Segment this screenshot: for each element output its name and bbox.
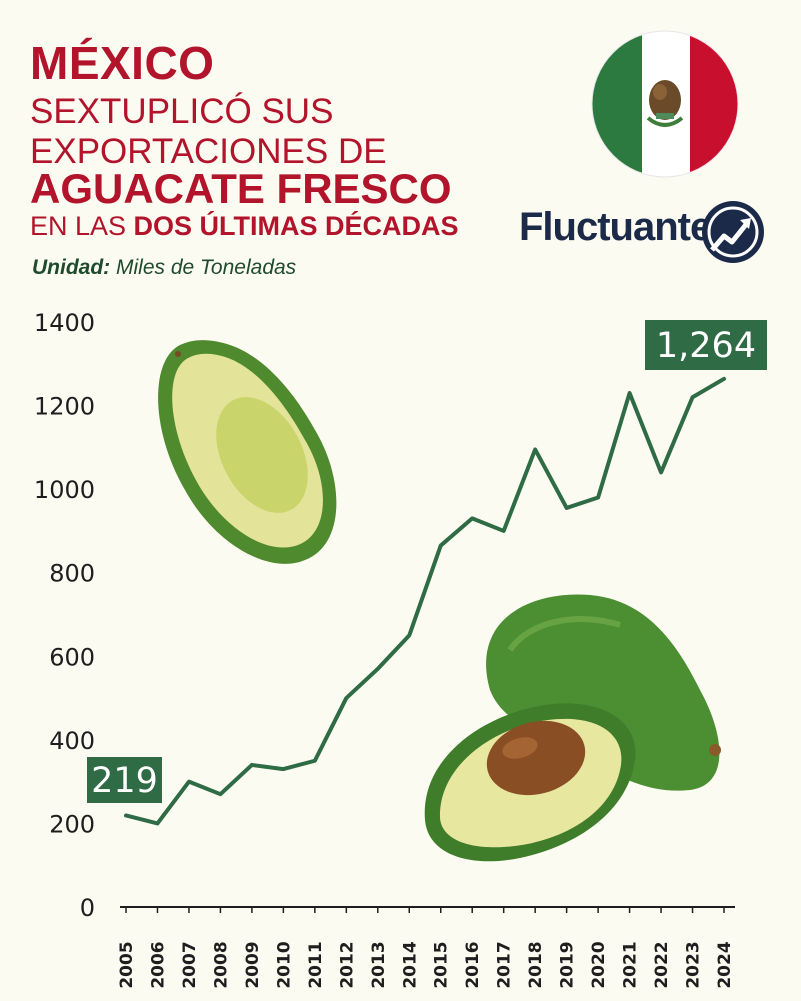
x-tick-label: 2012	[337, 941, 357, 988]
y-tick-label: 1000	[34, 476, 95, 504]
brand-name: Fluctuante	[519, 205, 712, 249]
x-tick-label: 2011	[306, 941, 326, 988]
x-tick-label: 2023	[684, 941, 704, 988]
title-line-5-bold: DOS ÚLTIMAS DÉCADAS	[133, 211, 459, 241]
avocado-whole-illustration	[486, 594, 721, 791]
x-tick-label: 2009	[243, 941, 263, 988]
title-line-3: EXPORTACIONES DE	[30, 132, 387, 171]
x-tick-label: 2005	[117, 941, 137, 988]
data-callout-label: 1,264	[656, 326, 756, 366]
x-tick-label: 2008	[211, 941, 231, 988]
x-tick-label: 2006	[148, 941, 168, 988]
mexico-flag-icon	[591, 30, 739, 178]
title-line-2: SEXTUPLICÓ SUS	[30, 92, 334, 131]
title-line-5-prefix: EN LAS	[30, 211, 134, 241]
callout-box	[87, 757, 162, 803]
x-tick-label: 2013	[369, 941, 389, 988]
data-callout-label: 219	[91, 761, 158, 801]
x-tick-label: 2010	[274, 941, 294, 988]
unit-label-value: Miles de Toneladas	[116, 256, 297, 279]
x-tick-label: 2020	[589, 941, 609, 988]
avocado-half-illustration-bottom	[424, 703, 636, 862]
x-tick-label: 2017	[495, 941, 515, 988]
callout-box	[645, 320, 767, 370]
title-line-4: AGUACATE FRESCO	[30, 165, 452, 212]
x-tick-label: 2021	[621, 941, 641, 988]
y-tick-label: 0	[80, 894, 95, 922]
avocado-half-illustration-top	[158, 340, 337, 564]
unit-label-key: Unidad:	[32, 256, 111, 279]
x-tick-label: 2024	[715, 941, 735, 988]
title-line-5: EN LAS DOS ÚLTIMAS DÉCADAS	[30, 213, 459, 240]
y-tick-label: 600	[49, 643, 95, 671]
series-line	[124, 376, 726, 826]
y-tick-label: 400	[49, 727, 95, 755]
x-tick-label: 2014	[400, 941, 420, 988]
y-tick-label: 800	[49, 560, 95, 588]
x-tick-label: 2007	[180, 941, 200, 988]
x-tick-label: 2019	[558, 941, 578, 988]
x-tick-label: 2018	[526, 941, 546, 988]
callouts-group: 219 1,264	[87, 320, 767, 803]
title-line-1: MÉXICO	[30, 37, 215, 89]
chart-up-arrow-icon	[702, 201, 764, 263]
series-group	[124, 376, 726, 826]
chart-axes: 0 200 400 600 800 1000 1200 1400 2005 2006 2007 200…	[34, 309, 735, 989]
x-tick-label: 2015	[432, 941, 452, 988]
y-tick-label: 200	[49, 810, 95, 838]
y-tick-label: 1200	[34, 393, 95, 421]
x-tick-label: 2016	[463, 941, 483, 988]
y-tick-label: 1400	[34, 309, 95, 337]
x-tick-label: 2022	[652, 941, 672, 988]
unit-label: Unidad: Miles de Toneladas	[32, 256, 296, 280]
